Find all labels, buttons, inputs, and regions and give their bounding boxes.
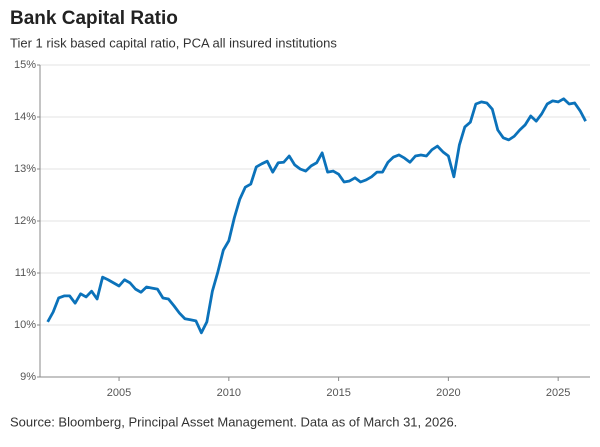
x-tick-label: 2025 <box>546 387 570 399</box>
x-tick-label: 2015 <box>326 387 350 399</box>
x-tick-label: 2020 <box>436 387 460 399</box>
x-tick-label: 2010 <box>217 387 241 399</box>
y-tick-label: 13% <box>14 163 36 175</box>
data-line <box>46 97 587 335</box>
x-tick-label: 2005 <box>107 387 131 399</box>
source-note: Source: Bloomberg, Principal Asset Manag… <box>10 414 457 429</box>
y-tick-label: 11% <box>15 267 36 279</box>
y-tick-label: 15% <box>14 59 36 71</box>
y-tick-label: 12% <box>14 215 36 227</box>
chart-subtitle: Tier 1 risk based capital ratio, PCA all… <box>10 35 337 50</box>
y-tick-label: 9% <box>20 371 36 383</box>
y-tick-label: 10% <box>14 319 36 331</box>
y-tick-label: 14% <box>14 111 36 123</box>
chart-title: Bank Capital Ratio <box>10 8 178 29</box>
